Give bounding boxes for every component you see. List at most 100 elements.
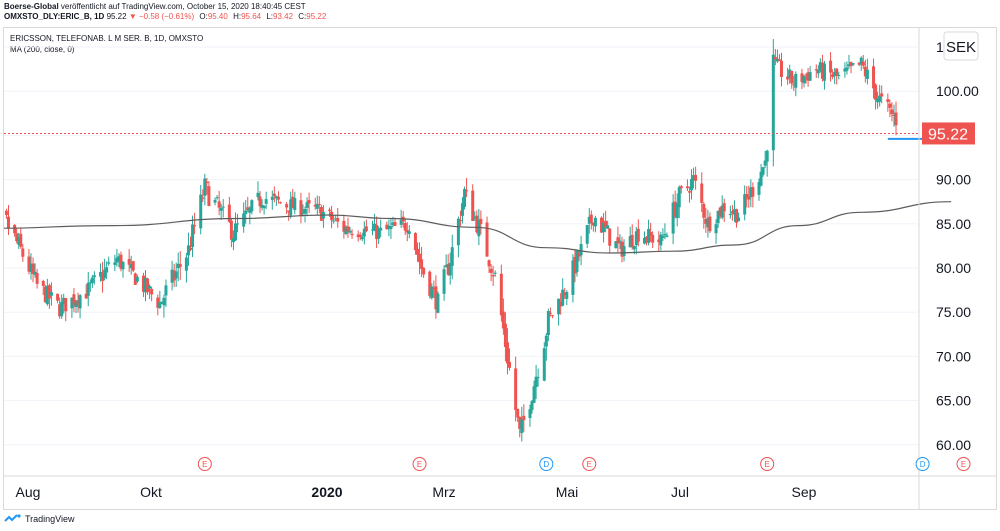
candle: [172, 263, 176, 288]
candle: [444, 254, 448, 268]
candle: [45, 278, 49, 306]
candle: [861, 54, 865, 69]
candle: [818, 58, 822, 73]
candle: [759, 164, 763, 187]
candle: [215, 195, 219, 200]
candle: [432, 280, 436, 299]
candle: [115, 248, 119, 267]
candle: [436, 291, 440, 314]
candle: [458, 210, 462, 227]
candle: [561, 278, 565, 307]
candle: [876, 91, 880, 109]
candle: [307, 192, 311, 213]
candle: [203, 173, 207, 206]
candle: [487, 259, 491, 274]
candle: [377, 226, 381, 245]
currency-label: SEK: [946, 39, 976, 56]
candle: [692, 167, 696, 189]
candle: [661, 228, 665, 241]
candle: [679, 184, 683, 194]
candle: [845, 61, 849, 75]
candle: [121, 261, 125, 278]
candle: [6, 205, 10, 235]
candle: [131, 260, 135, 273]
candle: [35, 269, 39, 289]
event-marker[interactable]: E: [197, 457, 212, 471]
candle: [293, 191, 297, 215]
candle: [843, 62, 847, 78]
candle: [207, 181, 211, 207]
x-tick-label: Mai: [556, 484, 579, 500]
candle: [78, 293, 82, 319]
candle: [608, 228, 612, 253]
candle: [448, 252, 452, 285]
candle: [213, 197, 217, 206]
candle: [272, 186, 276, 203]
candle: [242, 202, 246, 233]
candle: [385, 221, 389, 230]
candle: [41, 279, 45, 295]
candle: [119, 251, 123, 272]
candle: [231, 230, 235, 251]
candle: [694, 166, 698, 190]
candle: [575, 249, 579, 277]
candle: [133, 272, 137, 286]
event-marker[interactable]: E: [412, 457, 427, 471]
event-marker-label: E: [961, 460, 966, 469]
candle: [113, 254, 117, 272]
candle: [428, 270, 432, 299]
event-marker-label: E: [417, 460, 422, 469]
candle: [518, 416, 522, 438]
candle: [585, 225, 589, 248]
candle: [415, 242, 419, 262]
ohlc-row: OMXSTO_DLY:ERIC_B, 1D 95.22 ▼ −0.58 (−0.…: [4, 12, 326, 21]
candle: [557, 298, 561, 326]
y-tick-label: 60.00: [936, 437, 971, 453]
x-tick-label: 2020: [311, 484, 342, 500]
candle: [90, 274, 94, 288]
candle: [765, 149, 769, 177]
candle: [342, 214, 346, 239]
candle: [708, 212, 712, 234]
candle: [780, 52, 784, 87]
candle: [315, 195, 319, 216]
y-tick-label: 70.00: [936, 348, 971, 364]
candle: [690, 169, 694, 200]
candle: [4, 208, 8, 219]
instrument-legend: ERICSSON, TELEFONAB. L M SER. B, 1D, OMX…: [10, 34, 204, 43]
candle: [174, 262, 178, 287]
candle: [193, 212, 197, 235]
candle: [634, 226, 638, 255]
candle: [880, 85, 884, 104]
candle: [751, 182, 755, 208]
event-marker[interactable]: D: [539, 457, 554, 471]
event-marker[interactable]: D: [915, 457, 930, 471]
event-marker[interactable]: E: [582, 457, 597, 471]
candle: [786, 67, 790, 85]
open-label: O:: [199, 12, 208, 21]
candle: [888, 99, 892, 118]
candle: [473, 211, 477, 221]
candle: [491, 265, 495, 286]
candle: [571, 254, 575, 303]
candle: [17, 232, 21, 249]
last-value: 95.22: [106, 12, 127, 21]
candle: [550, 315, 554, 319]
event-marker-label: E: [765, 460, 770, 469]
candle: [229, 217, 233, 248]
event-marker[interactable]: E: [956, 457, 971, 471]
candle: [591, 222, 595, 232]
candle: [336, 207, 340, 228]
candle: [158, 290, 162, 309]
candle: [544, 332, 548, 361]
candle: [373, 213, 377, 232]
candle: [274, 195, 278, 206]
candle: [186, 232, 190, 266]
candle: [70, 297, 74, 319]
candle: [522, 404, 526, 432]
candle: [150, 286, 154, 302]
publish-text: veröffentlicht auf TradingView.com, Octo…: [60, 2, 306, 11]
candle: [15, 228, 19, 244]
event-marker[interactable]: E: [760, 457, 775, 471]
